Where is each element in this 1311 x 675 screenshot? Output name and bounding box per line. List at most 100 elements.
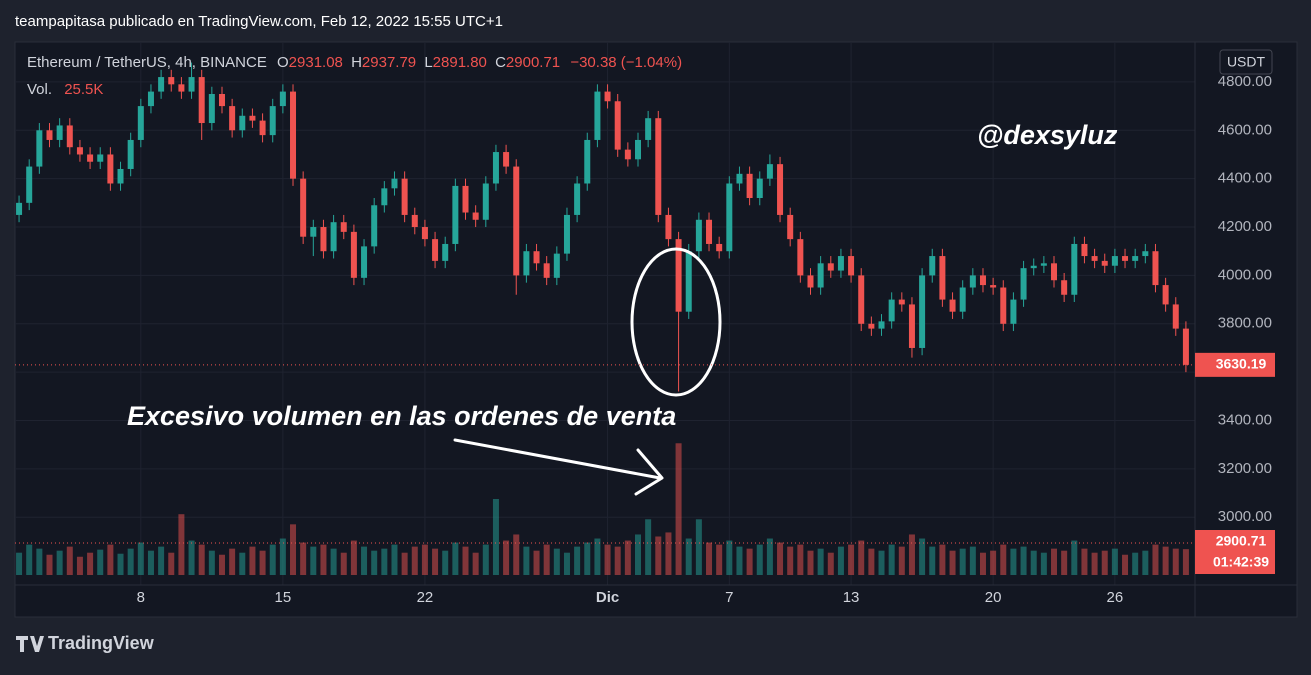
candle-body — [513, 166, 520, 276]
volume-bar — [949, 550, 956, 575]
y-tick-label: 4600.00 — [1218, 121, 1272, 138]
x-tick-label: 20 — [985, 589, 1002, 606]
volume-bar — [503, 540, 510, 575]
time-axis: 8 15 22 Dic 7 13 20 26 — [137, 589, 1124, 606]
candle-body — [16, 202, 23, 215]
candle-body — [959, 287, 966, 312]
volume-bar — [695, 519, 702, 575]
volume-bar — [158, 546, 165, 575]
x-tick-label: 13 — [843, 589, 860, 606]
volume-bar — [584, 542, 591, 575]
candle-body — [1162, 285, 1169, 305]
volume-bar — [1081, 548, 1088, 575]
candle-body — [1040, 263, 1047, 266]
candle-body — [178, 84, 185, 92]
y-tick-label: 3200.00 — [1218, 460, 1272, 477]
y-tick-label: 4200.00 — [1218, 218, 1272, 235]
candle-body — [137, 106, 144, 140]
candle-body — [198, 77, 205, 124]
volume-bar — [908, 534, 915, 575]
candle-body — [442, 243, 449, 261]
candle-body — [218, 94, 225, 107]
candle-body — [208, 94, 215, 124]
volume-bar — [76, 556, 83, 575]
volume-bar — [340, 552, 347, 575]
volume-bar — [26, 544, 33, 575]
volume-bar — [1101, 550, 1108, 575]
ohlc-key: L — [424, 54, 432, 71]
volume-bar — [239, 552, 246, 575]
volume-bar — [898, 546, 905, 575]
volume-bar — [787, 546, 794, 575]
candle-body — [898, 299, 905, 305]
candle-body — [239, 115, 246, 131]
candle-body — [584, 139, 591, 184]
candle-body — [756, 178, 763, 199]
candle-body — [1111, 256, 1118, 266]
volume-bar — [36, 548, 43, 575]
volume-bar — [685, 538, 692, 575]
volume-bar — [198, 544, 205, 575]
candle-body — [503, 152, 510, 167]
candle-body — [391, 178, 398, 189]
volume-bar — [259, 550, 266, 575]
volume-bar — [127, 548, 134, 575]
candle-body — [320, 227, 327, 252]
candle-body — [807, 275, 814, 288]
currency-box — [1219, 49, 1273, 75]
candle-body — [76, 147, 83, 155]
candle-body — [36, 130, 43, 167]
volume-bar — [97, 549, 104, 575]
y-tick-label: 4800.00 — [1218, 73, 1272, 90]
volume-bar — [533, 550, 540, 575]
volume-bar — [1051, 548, 1058, 575]
x-tick-label: 22 — [417, 589, 434, 606]
candle-body — [492, 152, 499, 184]
volume-label: Vol. — [27, 81, 52, 98]
volume-bar — [543, 544, 550, 575]
volume-bar — [330, 548, 337, 575]
candle-body — [1132, 256, 1139, 261]
volume-bar — [492, 499, 499, 575]
candle-body — [1122, 256, 1129, 261]
volume-bar — [888, 544, 895, 575]
volume-bar — [310, 546, 317, 575]
volume-bar — [807, 550, 814, 575]
candle-body — [87, 154, 94, 162]
volume-bar — [421, 544, 428, 575]
volume-bar — [16, 552, 23, 575]
volume-bar — [1132, 552, 1139, 575]
volume-price-box — [1195, 530, 1275, 574]
volume-bar — [188, 540, 195, 575]
candle-body — [249, 115, 256, 121]
volume-bar — [574, 546, 581, 575]
candle-body — [777, 164, 784, 215]
brand-logo — [16, 636, 44, 652]
candle-body — [837, 256, 844, 271]
x-tick-label: Dic — [596, 589, 619, 606]
symbol: Ethereum / TetherUS, 4h, BINANCE — [27, 54, 267, 71]
candle-body — [269, 106, 276, 136]
volume-bar — [1162, 546, 1169, 575]
candle-body — [188, 77, 195, 92]
last-price-label: 3630.19 — [1216, 356, 1267, 372]
volume-bar — [939, 544, 946, 575]
y-tick-label: 4000.00 — [1218, 266, 1272, 283]
candle-body — [827, 263, 834, 271]
countdown: 01:42:39 — [1213, 554, 1269, 570]
volume-bar — [66, 546, 73, 575]
volume-bar — [279, 538, 286, 575]
y-tick-label: 3800.00 — [1218, 315, 1272, 332]
arrow — [453, 438, 664, 496]
candle-body — [736, 173, 743, 184]
candle-body — [726, 183, 733, 252]
candle-body — [1142, 251, 1149, 257]
volume-bar — [249, 546, 256, 575]
candle-body — [1061, 280, 1068, 295]
candle-body — [614, 101, 621, 150]
candle-body — [533, 251, 540, 264]
candle-body — [1172, 304, 1179, 329]
volume-bar — [990, 550, 997, 575]
volume-bar — [878, 550, 885, 575]
candle-body — [1030, 265, 1037, 269]
